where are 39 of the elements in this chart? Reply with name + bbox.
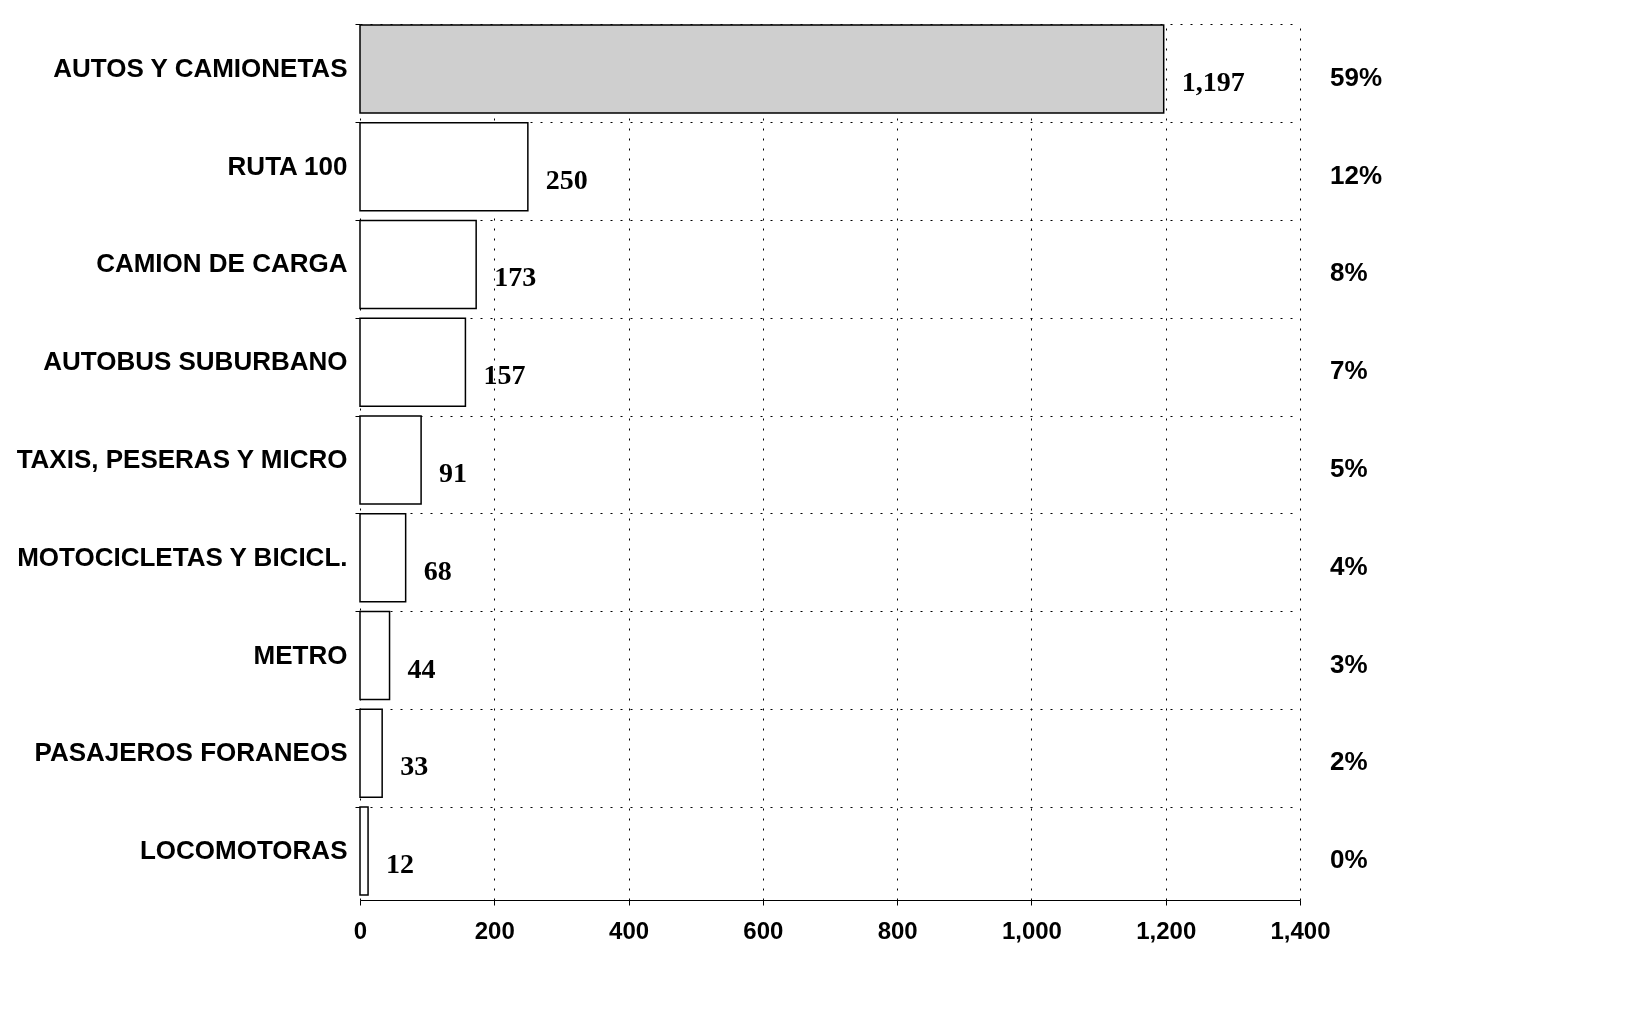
text: 3% [1330, 648, 1368, 679]
x-tick-label: 1,200 [1136, 916, 1197, 944]
y-tick-label: LOCOMOTORAS [139, 835, 348, 866]
bar [359, 513, 407, 603]
y-tick-label: RUTA 100 [227, 150, 348, 181]
x-tick-label: 200 [474, 916, 515, 944]
y-tick-label: AUTOS Y CAMIONETAS [53, 52, 348, 83]
data-label: 12 [386, 848, 415, 880]
y-tick-label: CAMION DE CARGA [96, 248, 348, 279]
text: 7% [1330, 355, 1368, 386]
x-tick-label: 400 [609, 916, 650, 944]
x-tick-label: 1,000 [1001, 916, 1062, 944]
y-tick-label: TAXIS, PESERAS Y MICRO [16, 444, 348, 474]
text: 12% [1330, 159, 1383, 190]
text: 0% [1330, 844, 1368, 875]
data-label: 91 [439, 457, 468, 488]
bar [359, 806, 369, 896]
data-label: 250 [545, 163, 588, 195]
text: 8% [1330, 257, 1368, 288]
text: 59% [1330, 61, 1383, 92]
x-tick-label: 800 [877, 916, 918, 944]
bar [359, 24, 1165, 114]
text: 4% [1330, 550, 1368, 581]
data-label: 68 [423, 554, 452, 586]
x-tick-label: 1,400 [1270, 916, 1331, 944]
data-label: 33 [400, 750, 429, 782]
text: 5% [1330, 453, 1368, 483]
x-tick-label: 0 [353, 916, 368, 944]
y-tick-label: PASAJEROS FORANEOS [34, 737, 348, 768]
data-label: 44 [407, 652, 436, 684]
text: 2% [1330, 746, 1368, 777]
y-tick-label: MOTOCICLETAS Y BICICL. [17, 541, 348, 572]
data-label: 173 [494, 261, 537, 293]
data-label: 157 [483, 359, 526, 391]
y-tick-label: METRO [253, 639, 348, 670]
bar [359, 317, 467, 407]
y-tick-label: AUTOBUS SUBURBANO [43, 346, 348, 377]
data-label: 1,197 [1181, 65, 1245, 97]
x-tick-label: 600 [743, 916, 784, 944]
